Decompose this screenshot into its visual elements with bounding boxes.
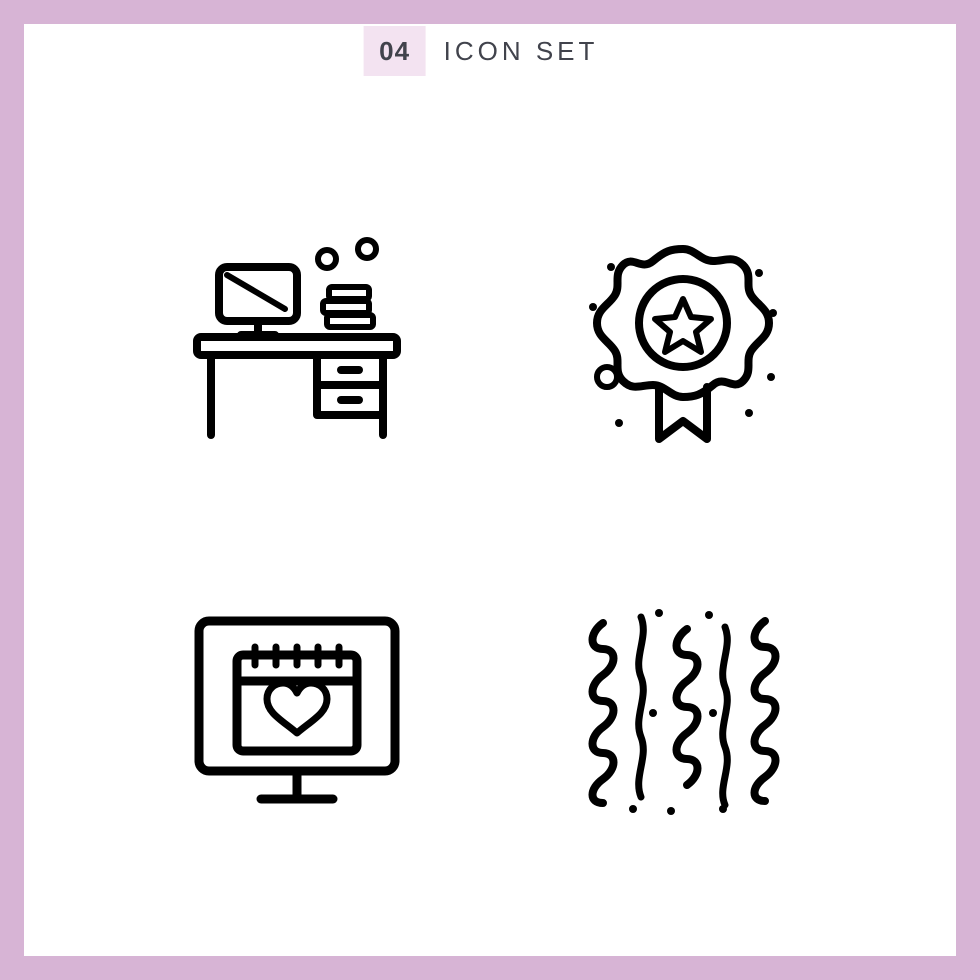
calendar-screen-icon [177,593,417,833]
canvas: 04 ICON SET [24,24,956,956]
award-badge-icon [563,227,803,467]
outer-frame: 04 ICON SET [0,0,980,980]
workspace-desk-icon [177,227,417,467]
icon-count-badge: 04 [364,26,426,76]
confetti-streamers-icon [563,593,803,833]
header: 04 ICON SET [364,26,617,76]
icon-grid [104,164,876,896]
page-title: ICON SET [426,26,617,76]
